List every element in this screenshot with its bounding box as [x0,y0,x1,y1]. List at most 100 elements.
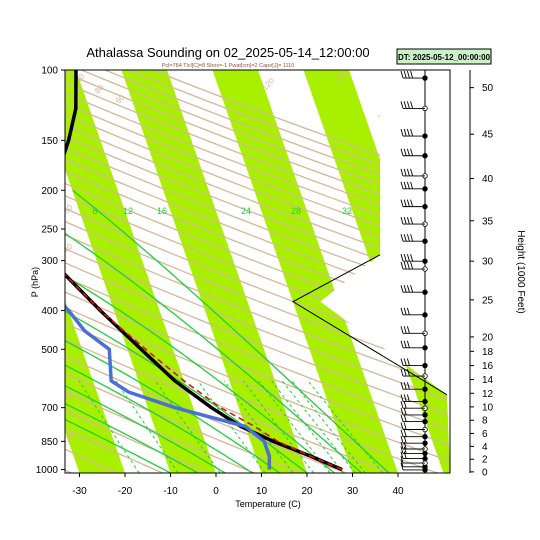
wind-barb-flag [400,128,404,137]
p-axis-tick-label: 250 [41,225,58,236]
wind-barb-flag [406,261,410,270]
moist-adiabat-line [65,364,253,473]
dry-adiabat-line [65,207,450,360]
wind-barb-flag [400,462,404,471]
x-axis-title: Temperature (C) [235,499,301,509]
height-axis-tick-label: 50 [482,83,494,94]
dry-adiabat-line [65,124,450,274]
wind-barb-flag [400,101,404,109]
wind-barb-flag [410,199,414,207]
wind-barb-flag [403,340,407,348]
height-axis-tick-label: 25 [482,295,494,306]
wind-barb-flag [403,307,407,315]
mixing-ratio-line [258,380,331,473]
dewpoint-line [65,304,272,470]
dry-adiabat-label: 40 [62,242,75,255]
barb-column-edge [291,254,448,396]
wind-barb-flag [406,234,410,242]
dt-badge: DT: 2025-05-12_00:00:00 [396,48,492,65]
wind-barb-flag [406,358,410,366]
wind-barb-flag [403,401,407,409]
p-axis-tick-label: 150 [41,136,58,147]
wind-barb-flag [410,128,414,137]
dry-adiabat-line [65,291,450,447]
wind-barb-flag [403,261,407,270]
y-axis-title: P (hPa) [30,267,40,297]
wind-barb-flag [400,285,404,293]
wind-barb-flag [410,234,414,242]
wind-barb-flag [406,70,410,79]
dt-badge-label: DT: 2025-05-12_00:00:00 [398,53,491,62]
x-axis-tick-label: -20 [118,486,133,497]
moist-adiabat-line [65,418,171,473]
wind-barb-flag [400,199,404,207]
wind-barb-flag [403,358,407,366]
dry-adiabat-line [65,113,450,263]
wind-barb-flag [400,261,404,270]
wind-barb-flag [400,394,404,402]
wind-barb-flag [410,101,414,109]
wind-barb-flag [406,368,410,377]
wind-barb-flag [410,168,414,177]
wind-barb-flag [400,407,404,416]
wind-barb-flag [403,216,407,225]
wind-barb-flag [400,459,404,467]
barb-column-bg [320,70,450,473]
height-axis-tick-label: 0 [482,467,488,478]
wind-barb-flag [400,382,404,390]
p-axis-tick-label: 400 [41,306,58,317]
wind-barb-flag [410,70,414,79]
height-axis-tick-label: 18 [482,347,494,358]
height-axis-tick-label: 2 [482,455,488,466]
wind-barb-flag [400,441,404,450]
dry-adiabat-label: -30 [61,431,76,446]
wind-barb-flag [403,422,407,430]
x-axis-tick-label: 30 [347,486,359,497]
height-axis-tick-label: 4 [482,442,488,453]
wind-barb-flag [400,234,404,242]
height-axis-tick-label: 45 [482,130,494,141]
wind-barb-flag [403,451,407,459]
mixing-ratio-label: 12 [123,206,133,216]
wind-barb-flag [410,181,414,189]
wind-barb-flag [406,307,410,315]
height-axis-tick-label: 14 [482,375,494,386]
wind-barb-flag [403,436,407,444]
wind-barb-flag [406,101,410,109]
parcel-path-line [65,273,343,471]
moist-adiabat-line [65,339,281,473]
dry-adiabat-line [65,276,450,431]
wind-barb-flag [406,254,410,262]
mixing-ratio-label: 8 [92,206,97,216]
dry-adiabat-line [65,247,450,402]
height-axis-tick-label: 6 [482,429,488,440]
p-axis-tick-label: 700 [41,403,58,414]
wind-barb-flag [403,429,407,437]
dry-adiabat-line [65,262,450,416]
wind-barb-flag [400,414,404,422]
wind-barb-flag [403,148,407,156]
wind-barb-flag [406,285,410,293]
wind-barb-flag [403,181,407,189]
wind-barb-flag [406,128,410,137]
moist-adiabat-line [65,402,199,473]
mixing-ratio-line [271,380,344,473]
mixing-ratio-line [115,380,179,473]
chart-subtitle: Pcl=784 Tlcl[C]=8 Shox=-1 Pwat[cm]=2 Cap… [162,63,295,69]
wind-barb-flag [403,128,407,137]
wind-barb-flag [400,446,404,454]
wind-barb-flag [403,382,407,390]
mixing-ratio-line [223,380,294,473]
wind-barb-flag [403,101,407,109]
dry-adiabat-line [65,355,347,473]
mixing-ratio-label: 32 [342,206,352,216]
dry-adiabat-line [65,135,450,286]
p-axis-tick-label: 850 [41,437,58,448]
dry-adiabat-line [65,372,301,473]
wind-barb-flag [406,148,410,156]
wind-barb-flag [400,455,404,464]
x-axis-tick-label: -10 [163,486,178,497]
mixing-ratio-line [197,380,266,473]
dry-adiabat-line [65,182,450,334]
